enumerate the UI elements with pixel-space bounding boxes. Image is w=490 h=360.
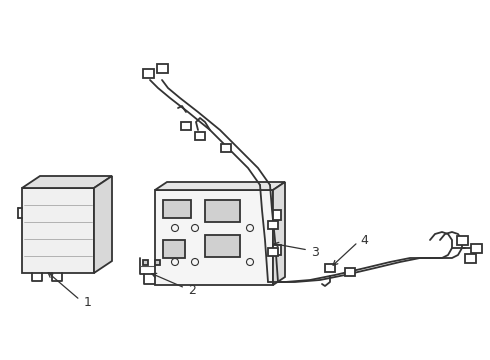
Text: 1: 1 (84, 296, 92, 309)
Bar (163, 240, 185, 258)
Bar (457, 235, 467, 244)
Polygon shape (22, 188, 94, 273)
Bar (268, 221, 278, 229)
Bar (156, 63, 168, 72)
Bar (345, 268, 355, 276)
Bar (205, 235, 240, 257)
Polygon shape (22, 176, 112, 188)
Bar (470, 243, 482, 252)
Polygon shape (94, 176, 112, 273)
Bar (181, 122, 191, 130)
Bar (273, 245, 281, 255)
Bar (205, 200, 240, 222)
Bar (143, 68, 153, 77)
Bar (325, 264, 335, 272)
Bar (221, 144, 231, 152)
Polygon shape (155, 190, 273, 285)
Bar (154, 260, 160, 265)
Bar (465, 253, 475, 262)
Text: 2: 2 (188, 284, 196, 297)
Text: 3: 3 (311, 246, 319, 258)
Bar (273, 210, 281, 220)
Bar (143, 260, 147, 265)
Bar (195, 132, 205, 140)
Text: 4: 4 (360, 234, 368, 247)
Bar (268, 248, 278, 256)
Polygon shape (273, 182, 285, 285)
Bar (163, 200, 191, 218)
Polygon shape (155, 182, 285, 190)
